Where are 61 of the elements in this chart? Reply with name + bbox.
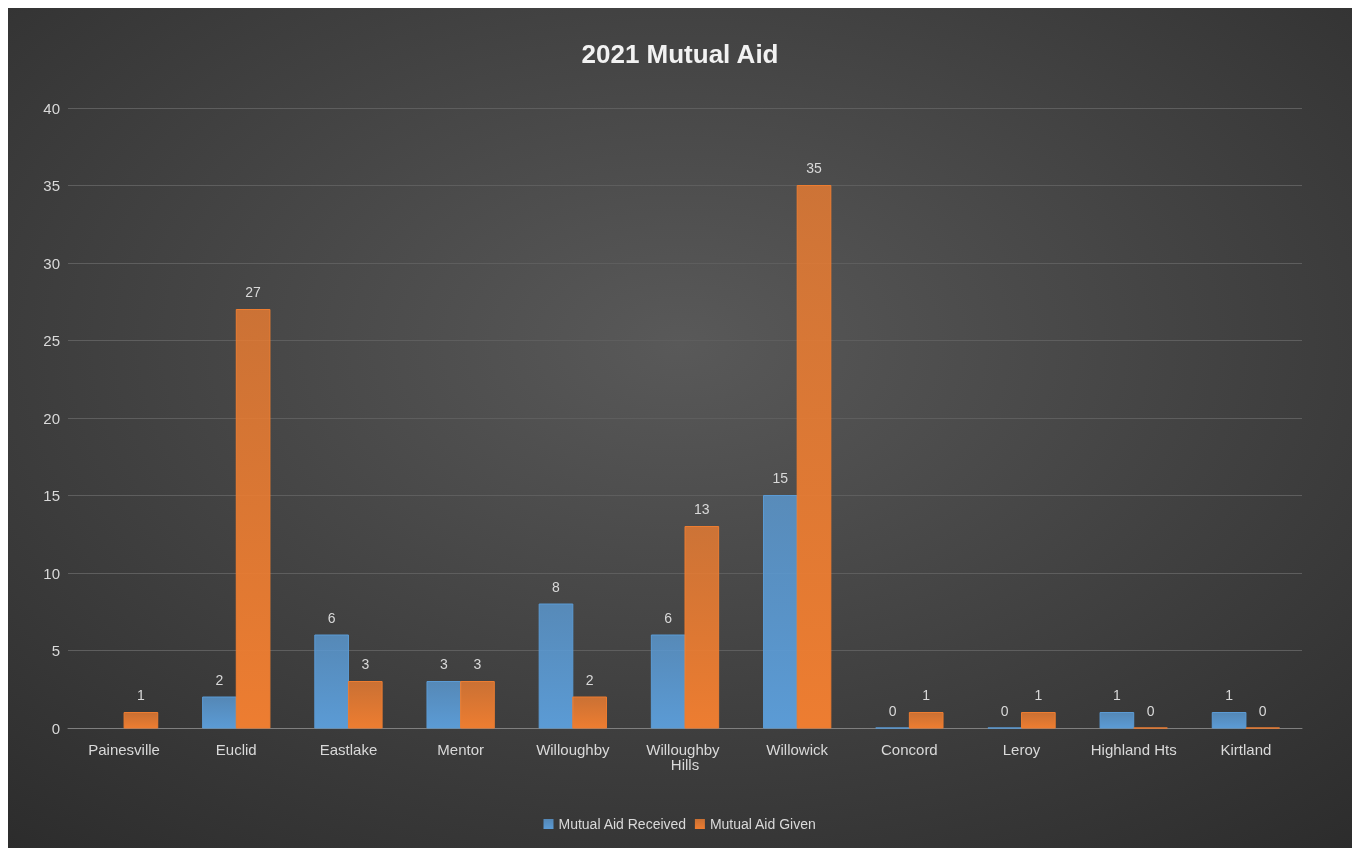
x-tick-label: Highland Hts <box>1090 741 1177 758</box>
y-tick-label: 5 <box>51 642 60 659</box>
data-label: 1 <box>137 687 146 703</box>
bar <box>796 185 832 729</box>
legend-label: Mutual Aid Given <box>709 816 816 832</box>
bar <box>763 495 798 729</box>
bar <box>347 681 383 729</box>
data-label: 13 <box>694 501 710 517</box>
y-tick-label: 35 <box>43 177 60 194</box>
bar <box>123 712 159 729</box>
x-tick-label: Kirtland <box>1220 741 1272 758</box>
bar <box>314 634 349 729</box>
bar <box>426 681 462 729</box>
data-label: 0 <box>1000 702 1009 719</box>
data-label: 6 <box>664 609 673 626</box>
x-tick-label: Eastlake <box>319 741 378 758</box>
x-tick-label: Willoughby Hills <box>646 741 724 773</box>
x-tick-label: Willowick <box>766 741 829 758</box>
bar <box>235 309 271 729</box>
bar <box>538 603 574 729</box>
x-tick-label: Leroy <box>1002 741 1041 758</box>
x-tick-label: Euclid <box>215 741 257 758</box>
bar <box>572 696 607 729</box>
legend-label: Mutual Aid Received <box>558 816 687 832</box>
data-label: 6 <box>327 609 336 626</box>
data-label: 15 <box>772 470 789 486</box>
x-tick-label: Painesville <box>88 741 160 758</box>
y-tick-label: 20 <box>43 409 60 427</box>
data-label: 3 <box>439 656 448 672</box>
data-label: 1 <box>1225 687 1234 703</box>
data-label: 1 <box>922 687 931 703</box>
data-label: 1 <box>1113 687 1121 703</box>
bar <box>908 712 944 729</box>
bar <box>1099 712 1135 729</box>
bar <box>1211 712 1247 729</box>
y-tick-label: 30 <box>43 254 60 272</box>
data-label: 2 <box>585 671 594 688</box>
data-label: 2 <box>215 671 224 688</box>
data-label: 1 <box>1034 687 1043 703</box>
data-label: 0 <box>1146 702 1155 719</box>
data-label: 3 <box>361 656 370 672</box>
y-tick-label: 40 <box>43 99 60 117</box>
data-label: 0 <box>1258 702 1267 719</box>
chart-title: 2021 Mutual Aid <box>581 39 779 69</box>
bar <box>460 681 495 729</box>
bar <box>202 696 237 729</box>
bar <box>1021 712 1056 729</box>
data-label: 27 <box>245 284 262 300</box>
y-tick-label: 10 <box>43 564 60 582</box>
data-label: 3 <box>473 656 482 672</box>
data-label: 0 <box>888 702 897 719</box>
bar <box>650 634 686 729</box>
x-tick-label: Mentor <box>437 741 484 758</box>
y-tick-label: 0 <box>51 719 60 737</box>
y-tick-label: 15 <box>43 487 60 504</box>
x-tick-label: Concord <box>881 741 938 758</box>
data-label: 35 <box>806 160 823 176</box>
bar <box>684 526 720 729</box>
x-tick-label: Willoughby <box>536 741 610 758</box>
y-tick-label: 25 <box>43 332 60 349</box>
data-label: 8 <box>552 578 561 595</box>
